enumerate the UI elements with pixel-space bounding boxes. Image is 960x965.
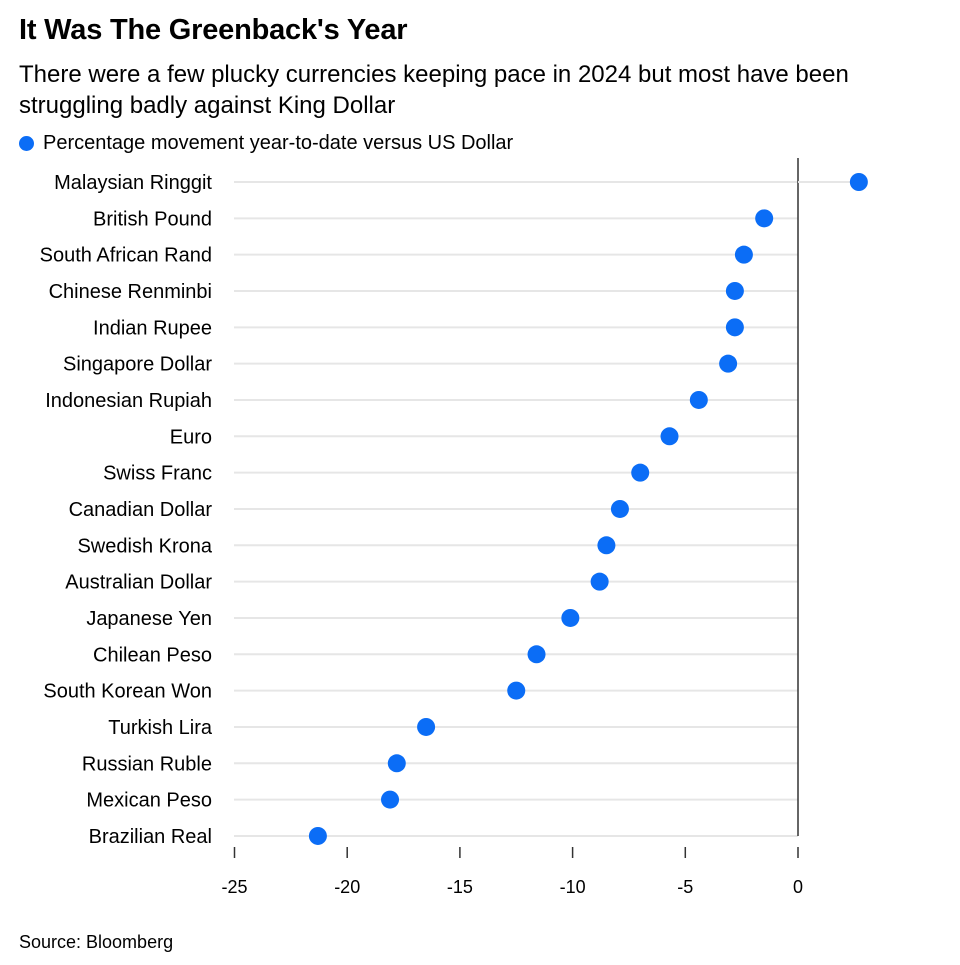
data-point — [417, 717, 436, 736]
data-point — [507, 681, 526, 700]
category-label: Singapore Dollar — [63, 354, 212, 376]
x-tick-label: -20 — [334, 877, 360, 897]
data-point — [597, 536, 616, 555]
legend: Percentage movement year-to-date versus … — [19, 132, 513, 155]
chart-title: It Was The Greenback's Year — [19, 14, 408, 46]
data-point — [590, 572, 609, 591]
data-point — [381, 790, 400, 809]
category-label: Brazilian Real — [89, 826, 212, 848]
x-tick-label: -5 — [677, 877, 693, 897]
x-tick-label: -25 — [221, 877, 247, 897]
legend-label: Percentage movement year-to-date versus … — [43, 132, 514, 154]
x-tick-label: -10 — [560, 877, 586, 897]
category-label: Indonesian Rupiah — [45, 390, 212, 412]
category-label: Mexican Peso — [86, 790, 212, 812]
category-label: Chinese Renminbi — [49, 281, 212, 303]
data-point — [660, 427, 679, 446]
data-point — [734, 245, 753, 264]
data-point — [725, 318, 744, 337]
category-label: Swedish Krona — [77, 535, 212, 557]
category-label: Swiss Franc — [103, 463, 212, 485]
data-point — [387, 754, 406, 773]
category-label: Turkish Lira — [108, 717, 213, 739]
legend-marker — [19, 136, 34, 151]
category-label: Japanese Yen — [86, 608, 212, 630]
category-label: Chilean Peso — [93, 644, 212, 666]
data-point — [725, 281, 744, 300]
source-note: Source: Bloomberg — [19, 932, 174, 952]
x-tick-label: 0 — [793, 877, 803, 897]
category-label: Malaysian Ringgit — [54, 172, 212, 194]
data-point — [849, 173, 868, 191]
category-label: Indian Rupee — [93, 317, 212, 339]
data-point — [308, 826, 327, 845]
x-tick-label: -15 — [447, 877, 473, 897]
data-point — [631, 463, 650, 482]
category-label: Canadian Dollar — [69, 499, 213, 521]
category-label: South African Rand — [40, 245, 212, 267]
data-point — [527, 645, 546, 664]
data-point — [610, 499, 629, 518]
data-point — [755, 209, 774, 228]
category-label: Russian Ruble — [82, 753, 212, 775]
category-label: Euro — [170, 426, 212, 448]
chart-subtitle: There were a few plucky currencies keepi… — [19, 61, 849, 119]
data-point — [719, 354, 738, 373]
data-point — [689, 390, 708, 409]
category-label: British Pound — [93, 208, 212, 230]
category-label: South Korean Won — [43, 681, 212, 703]
category-label: Australian Dollar — [65, 572, 212, 594]
data-point — [561, 608, 580, 627]
